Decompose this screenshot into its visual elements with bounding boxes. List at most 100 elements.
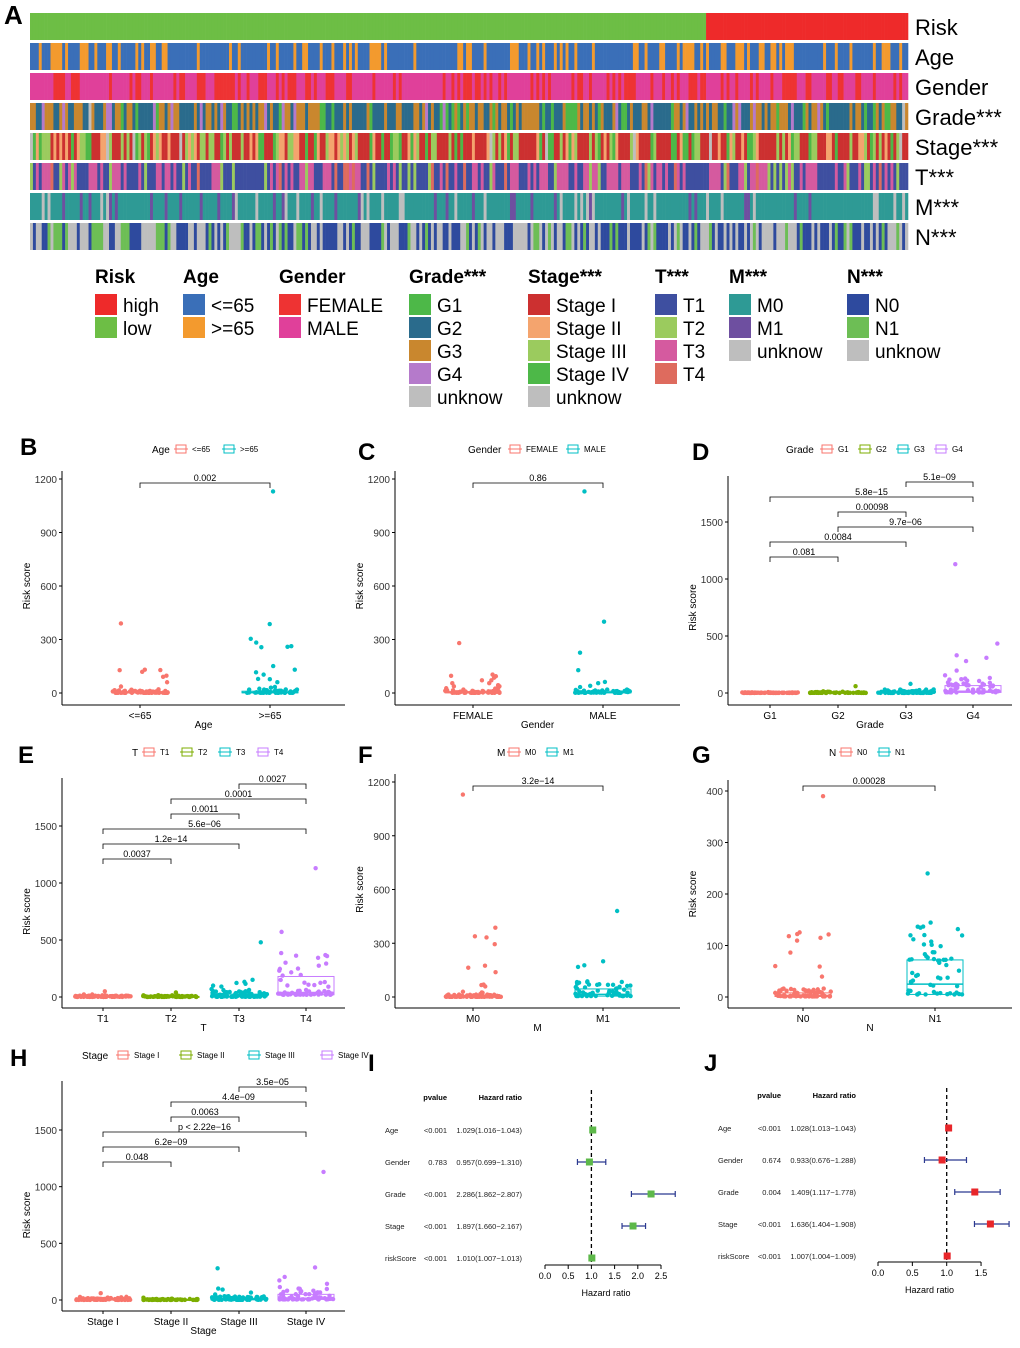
legend-label: high (123, 296, 159, 317)
y-tick-label: 300 (373, 939, 390, 950)
legend-label: >=65 (240, 445, 259, 454)
heatmap-cell (697, 163, 700, 190)
heatmap-cell (899, 223, 902, 250)
heatmap-cell (264, 13, 267, 40)
heatmap-cell (59, 193, 62, 220)
heatmap-cell (188, 103, 191, 130)
heatmap-cell (542, 193, 545, 220)
heatmap-cell (642, 103, 645, 130)
heatmap-cell (89, 103, 92, 130)
heatmap-cell (882, 43, 885, 70)
legend-label: T1 (160, 748, 170, 757)
heatmap-cell (168, 73, 171, 100)
heatmap-cell (495, 73, 498, 100)
heatmap-cell (847, 43, 850, 70)
heatmap-cell (413, 223, 416, 250)
heatmap-cell (899, 43, 902, 70)
heatmap-cell (74, 193, 77, 220)
heatmap-cell (607, 73, 610, 100)
heatmap-cell (65, 193, 68, 220)
heatmap-cell (132, 223, 135, 250)
heatmap-cell (165, 43, 168, 70)
x-tick-label: Stage II (154, 1317, 188, 1328)
heatmap-cell (226, 13, 229, 40)
heatmap-cell (814, 13, 817, 40)
heatmap-cell (732, 73, 735, 100)
heatmap-cell (668, 223, 671, 250)
heatmap-cell (214, 193, 217, 220)
heatmap-cell (478, 193, 481, 220)
heatmap-cell (264, 73, 267, 100)
heatmap-cell (832, 103, 835, 130)
heatmap-cell (302, 193, 305, 220)
legend-label: N0 (857, 748, 868, 757)
heatmap-cell (53, 43, 56, 70)
heatmap-cell (250, 73, 253, 100)
legend-label: Stage I (134, 1051, 159, 1060)
data-point (316, 956, 320, 960)
heatmap-cell (393, 103, 396, 130)
y-tick-label: 0 (384, 993, 390, 1004)
heatmap-cell (721, 223, 724, 250)
heatmap-cell (539, 223, 542, 250)
heatmap-cell (762, 13, 765, 40)
heatmap-cell (270, 133, 273, 160)
heatmap-cell (317, 223, 320, 250)
heatmap-cell (223, 223, 226, 250)
data-point (119, 684, 123, 688)
heatmap-cell (864, 73, 867, 100)
heatmap-row (30, 133, 908, 160)
legend-label: unknow (437, 388, 503, 409)
heatmap-cell (689, 193, 692, 220)
data-point (259, 645, 263, 649)
heatmap-cell (504, 13, 507, 40)
heatmap-cell (861, 223, 864, 250)
heatmap-cell (288, 193, 291, 220)
heatmap-cell (39, 43, 42, 70)
heatmap-cell (753, 193, 756, 220)
heatmap-cell (694, 193, 697, 220)
heatmap-cell (727, 73, 730, 100)
heatmap-cell (232, 163, 235, 190)
heatmap-cell (504, 193, 507, 220)
heatmap-cell (419, 133, 422, 160)
heatmap-cell (475, 163, 478, 190)
group-0: FEMALE (443, 641, 502, 722)
heatmap-cell (744, 133, 747, 160)
heatmap-cell (393, 73, 396, 100)
heatmap-cell (750, 133, 753, 160)
significance-bracket (103, 859, 171, 864)
heatmap-cell (885, 193, 888, 220)
data-point (483, 984, 487, 988)
heatmap-cell (185, 223, 188, 250)
heatmap-cell (264, 163, 267, 190)
heatmap-cell (577, 193, 580, 220)
x-tick-label: T3 (233, 1014, 245, 1025)
heatmap-cell (185, 133, 188, 160)
heatmap-cell (238, 193, 241, 220)
data-point (924, 687, 928, 691)
heatmap-cell (718, 43, 721, 70)
heatmap-cell (329, 223, 332, 250)
heatmap-cell (724, 193, 727, 220)
data-point (493, 970, 497, 974)
heatmap-cell (50, 13, 53, 40)
heatmap-cell (305, 133, 308, 160)
y-tick-label: 1500 (701, 518, 724, 529)
heatmap-cell (498, 163, 501, 190)
heatmap-cell (50, 163, 53, 190)
heatmap-cell (112, 193, 115, 220)
heatmap-cell (893, 103, 896, 130)
heatmap-cell (162, 43, 165, 70)
heatmap-cell (691, 163, 694, 190)
heatmap-cell (463, 103, 466, 130)
heatmap-cell (686, 163, 689, 190)
heatmap-cell (838, 13, 841, 40)
heatmap-cell (162, 133, 165, 160)
heatmap-cell (653, 103, 656, 130)
heatmap-cell (323, 43, 326, 70)
heatmap-cell (74, 13, 77, 40)
heatmap-cell (86, 73, 89, 100)
